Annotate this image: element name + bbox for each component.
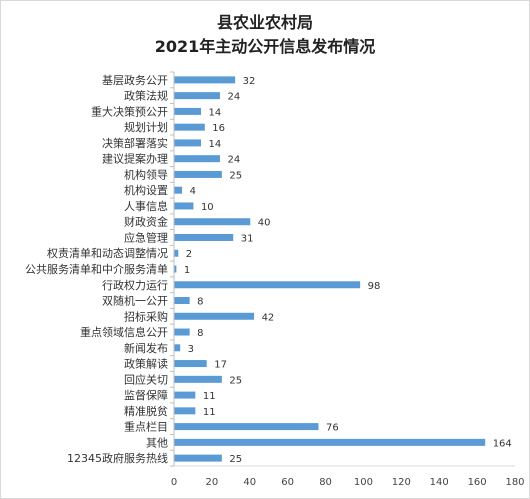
bar [174,328,190,336]
data-label: 98 [368,281,381,292]
category-label: 招标采购 [124,309,168,323]
bar [174,139,202,147]
category-label: 规划计划 [124,120,168,134]
data-label: 3 [188,344,194,355]
x-tick-label: 20 [206,477,219,488]
category-label: 双随机一公开 [102,294,168,308]
bar [174,423,319,431]
bar [174,155,220,163]
category-label: 新闻发布 [124,341,168,355]
data-label: 8 [197,328,203,339]
category-label: 机构领导 [124,167,168,181]
data-label: 14 [209,107,222,118]
data-label: 24 [227,92,240,103]
category-label: 基层政务公开 [102,73,168,87]
bar [174,76,236,84]
bar [174,297,190,305]
bar [174,312,255,320]
data-label: 17 [214,360,227,371]
x-tick-label: 40 [243,477,256,488]
category-label: 重大决策预公开 [91,104,168,118]
data-label: 31 [241,233,254,244]
category-label: 重点栏目 [124,420,168,434]
bar [174,407,196,415]
x-tick-label: 180 [505,477,524,488]
category-label: 行政权力运行 [102,278,168,292]
x-tick-label: 140 [430,477,449,488]
x-tick-label: 100 [354,477,373,488]
data-label: 11 [203,391,216,402]
bar [174,344,181,352]
category-label: 政策解读 [124,357,168,371]
data-label: 14 [209,139,222,150]
category-label: 应急管理 [124,230,168,244]
data-label: 25 [229,454,242,465]
data-label: 4 [190,186,196,197]
category-label: 公共服务清单和中介服务清单 [25,263,168,276]
data-label: 76 [326,423,339,434]
data-label: 16 [212,123,225,134]
data-label: 42 [262,312,275,323]
category-label: 回应关切 [124,372,168,386]
category-label: 其他 [146,436,168,449]
bar [174,107,202,115]
data-label: 164 [493,438,512,449]
data-label: 1 [184,265,190,276]
data-label: 25 [229,170,242,181]
bar [174,170,222,178]
chart-subtitle: 2021年主动公开信息发布情况 [154,37,376,56]
bar [174,202,194,210]
data-label: 32 [243,76,256,87]
data-label: 25 [229,375,242,386]
bar [174,391,196,399]
bar [174,281,361,289]
category-label: 决策部署落实 [102,136,168,150]
bar [174,375,222,383]
category-label: 政策法规 [124,89,168,103]
category-label: 机构设置 [124,183,168,197]
x-tick-label: 60 [281,477,294,488]
data-label: 40 [258,218,271,229]
category-label: 重点领域信息公开 [80,325,168,339]
bar [174,123,205,131]
bar [174,233,234,241]
data-label: 24 [227,155,240,166]
category-label: 权责清单和动态调整情况 [47,246,168,260]
bar [174,186,183,194]
bar [174,360,207,368]
bar [174,249,179,257]
category-label: 精准脱贫 [124,404,168,418]
data-label: 11 [203,407,216,418]
x-tick-label: 80 [319,477,332,488]
x-tick-label: 0 [171,477,177,488]
category-label: 建议提案办理 [102,152,168,166]
category-label: 监督保障 [124,388,168,402]
category-label: 人事信息 [124,199,168,213]
category-label: 财政资金 [124,215,168,229]
x-tick-label: 160 [468,477,487,488]
data-label: 10 [201,202,214,213]
bar [174,454,222,462]
x-tick-label: 120 [392,477,411,488]
bar [174,218,251,226]
bar [174,92,220,100]
bar [174,438,486,446]
data-label: 2 [186,249,192,260]
data-label: 8 [197,297,203,308]
bar [174,265,177,273]
category-label: 12345政府服务热线 [67,451,168,465]
chart-title: 县农业农村局 [216,13,313,32]
